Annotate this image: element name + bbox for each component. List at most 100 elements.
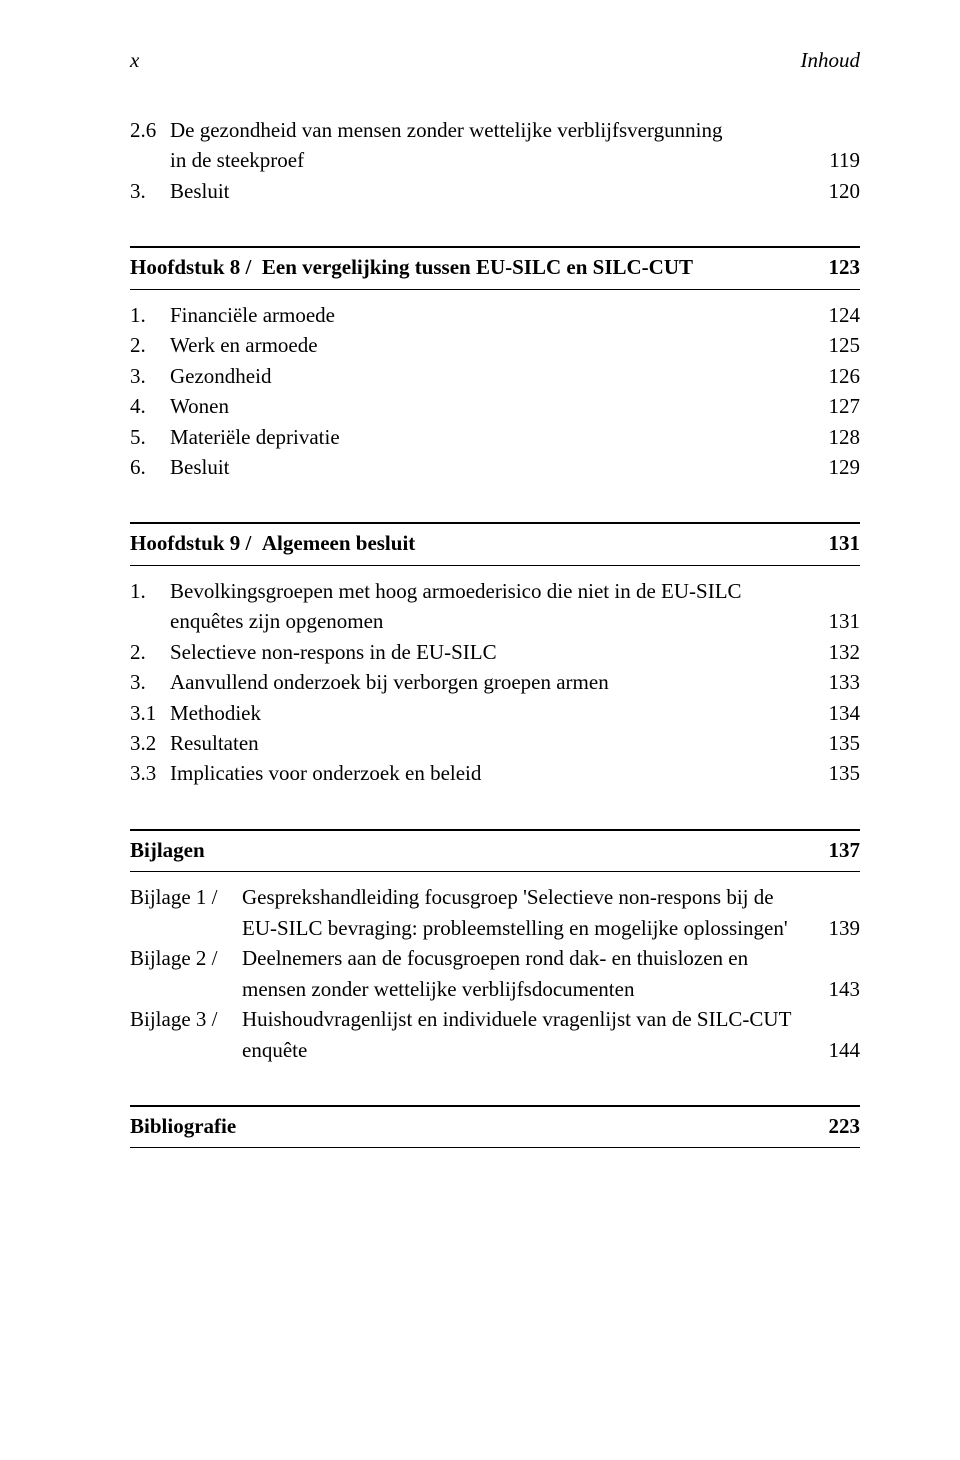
chapter-heading: Hoofdstuk 8 / Een vergelijking tussen EU… bbox=[130, 246, 860, 289]
toc-text: Materiële deprivatie bbox=[170, 425, 340, 449]
toc-page: 135 bbox=[829, 758, 861, 788]
appendix-page: 143 bbox=[829, 974, 861, 1004]
appendix-entry: Bijlage 2 / Deelnemers aan de focusgroep… bbox=[130, 943, 860, 973]
chapter-page: 123 bbox=[829, 252, 861, 282]
toc-text: Financiële armoede bbox=[170, 303, 335, 327]
chapter-title: Algemeen besluit bbox=[262, 531, 415, 555]
toc-page: 127 bbox=[829, 391, 861, 421]
page: x Inhoud 2.6De gezondheid van mensen zon… bbox=[0, 0, 960, 1460]
toc-text: Besluit bbox=[170, 455, 230, 479]
toc-page: 132 bbox=[829, 637, 861, 667]
appendix-entry-continue: EU-SILC bevraging: probleemstelling en m… bbox=[130, 913, 860, 943]
toc-num: 3.3 bbox=[130, 758, 170, 788]
toc-text: Gezondheid bbox=[170, 364, 271, 388]
toc-text: Wonen bbox=[170, 394, 229, 418]
toc-entry: 3.2Resultaten 135 bbox=[130, 728, 860, 758]
toc-num: 3.2 bbox=[130, 728, 170, 758]
toc-entry: 3.Aanvullend onderzoek bij verborgen gro… bbox=[130, 667, 860, 697]
toc-page: 124 bbox=[829, 300, 861, 330]
toc-text: enquêtes zijn opgenomen bbox=[170, 609, 383, 633]
toc-label: in de steekproef bbox=[130, 145, 829, 175]
toc-num: 1. bbox=[130, 576, 170, 606]
toc-text: Resultaten bbox=[170, 731, 259, 755]
toc-num: 2. bbox=[130, 637, 170, 667]
toc-text: Methodiek bbox=[170, 701, 261, 725]
toc-num: 2.6 bbox=[130, 115, 170, 145]
toc-num: 4. bbox=[130, 391, 170, 421]
section-heading: Bijlagen 137 bbox=[130, 829, 860, 872]
toc-entry: 3.Besluit 120 bbox=[130, 176, 860, 206]
toc-num: 3. bbox=[130, 176, 170, 206]
toc-page: 134 bbox=[829, 698, 861, 728]
toc-num: 3. bbox=[130, 361, 170, 391]
toc-entry-continue: in de steekproef 119 bbox=[130, 145, 860, 175]
running-head: x Inhoud bbox=[130, 48, 860, 73]
toc-text: in de steekproef bbox=[170, 148, 304, 172]
toc-page: 133 bbox=[829, 667, 861, 697]
appendix-page: 144 bbox=[829, 1035, 861, 1065]
chapter-prefix: Hoofdstuk 8 / bbox=[130, 255, 251, 279]
appendix-prefix: Bijlage 3 / bbox=[130, 1004, 242, 1034]
appendix-entry-continue: enquête 144 bbox=[130, 1035, 860, 1065]
toc-page: 125 bbox=[829, 330, 861, 360]
section-page: 137 bbox=[829, 835, 861, 865]
appendix-prefix: Bijlage 1 / bbox=[130, 882, 242, 912]
toc-num: 3.1 bbox=[130, 698, 170, 728]
toc-text: Aanvullend onderzoek bij verborgen groep… bbox=[170, 670, 609, 694]
toc-page: 119 bbox=[829, 145, 860, 175]
toc-label: 2.6De gezondheid van mensen zonder wette… bbox=[130, 115, 860, 145]
appendix-text: Deelnemers aan de focusgroepen rond dak-… bbox=[242, 943, 860, 973]
toc-num: 3. bbox=[130, 667, 170, 697]
chapter-prefix: Hoofdstuk 9 / bbox=[130, 531, 251, 555]
toc-entry: 5.Materiële deprivatie 128 bbox=[130, 422, 860, 452]
toc-entry: 6.Besluit 129 bbox=[130, 452, 860, 482]
appendix-text: mensen zonder wettelijke verblijfsdocume… bbox=[242, 974, 829, 1004]
toc-page: 131 bbox=[829, 606, 861, 636]
appendix-entry: Bijlage 1 / Gesprekshandleiding focusgro… bbox=[130, 882, 860, 912]
section-page: 223 bbox=[829, 1111, 861, 1141]
chapter-page: 131 bbox=[829, 528, 861, 558]
toc-num: 6. bbox=[130, 452, 170, 482]
toc-text: Bevolkingsgroepen met hoog armoederisico… bbox=[170, 579, 742, 603]
appendix-text: EU-SILC bevraging: probleemstelling en m… bbox=[242, 913, 829, 943]
running-head-left: x bbox=[130, 48, 139, 73]
toc-text: Besluit bbox=[170, 179, 230, 203]
toc-text: Werk en armoede bbox=[170, 333, 318, 357]
section-label: Bijlagen bbox=[130, 835, 829, 865]
chapter-title: Een vergelijking tussen EU-SILC en SILC-… bbox=[262, 255, 693, 279]
toc-label: 3.Besluit bbox=[130, 176, 829, 206]
toc-entry: 1.Financiële armoede 124 bbox=[130, 300, 860, 330]
toc-page: 129 bbox=[829, 452, 861, 482]
appendix-text: Huishoudvragenlijst en individuele vrage… bbox=[242, 1004, 860, 1034]
toc-text: De gezondheid van mensen zonder wettelij… bbox=[170, 118, 722, 142]
toc-entry: 4.Wonen 127 bbox=[130, 391, 860, 421]
toc-entry: 2.6De gezondheid van mensen zonder wette… bbox=[130, 115, 860, 145]
toc-entry: 2.Werk en armoede 125 bbox=[130, 330, 860, 360]
toc-page: 128 bbox=[829, 422, 861, 452]
section-label: Bibliografie bbox=[130, 1111, 829, 1141]
appendix-page: 139 bbox=[829, 913, 861, 943]
running-head-right: Inhoud bbox=[801, 48, 861, 73]
toc-num-spacer bbox=[130, 606, 170, 636]
toc-text: Selectieve non-respons in de EU-SILC bbox=[170, 640, 497, 664]
appendix-text: enquête bbox=[242, 1035, 829, 1065]
toc-entry: 1.Bevolkingsgroepen met hoog armoederisi… bbox=[130, 576, 860, 606]
toc-num-spacer bbox=[130, 145, 170, 175]
toc-num: 2. bbox=[130, 330, 170, 360]
toc-text: Implicaties voor onderzoek en beleid bbox=[170, 761, 481, 785]
chapter-label: Hoofdstuk 9 / Algemeen besluit bbox=[130, 528, 829, 558]
toc-page: 126 bbox=[829, 361, 861, 391]
toc-num: 5. bbox=[130, 422, 170, 452]
appendix-prefix: Bijlage 2 / bbox=[130, 943, 242, 973]
section-heading: Bibliografie 223 bbox=[130, 1105, 860, 1148]
toc-num: 1. bbox=[130, 300, 170, 330]
chapter-heading: Hoofdstuk 9 / Algemeen besluit 131 bbox=[130, 522, 860, 565]
toc-entry: 3.3Implicaties voor onderzoek en beleid … bbox=[130, 758, 860, 788]
appendix-text: Gesprekshandleiding focusgroep 'Selectie… bbox=[242, 882, 860, 912]
toc-page: 135 bbox=[829, 728, 861, 758]
toc-entry: 3.Gezondheid 126 bbox=[130, 361, 860, 391]
toc-page: 120 bbox=[829, 176, 861, 206]
toc-entry: 3.1Methodiek 134 bbox=[130, 698, 860, 728]
chapter-label: Hoofdstuk 8 / Een vergelijking tussen EU… bbox=[130, 252, 829, 282]
appendix-entry: Bijlage 3 / Huishoudvragenlijst en indiv… bbox=[130, 1004, 860, 1034]
